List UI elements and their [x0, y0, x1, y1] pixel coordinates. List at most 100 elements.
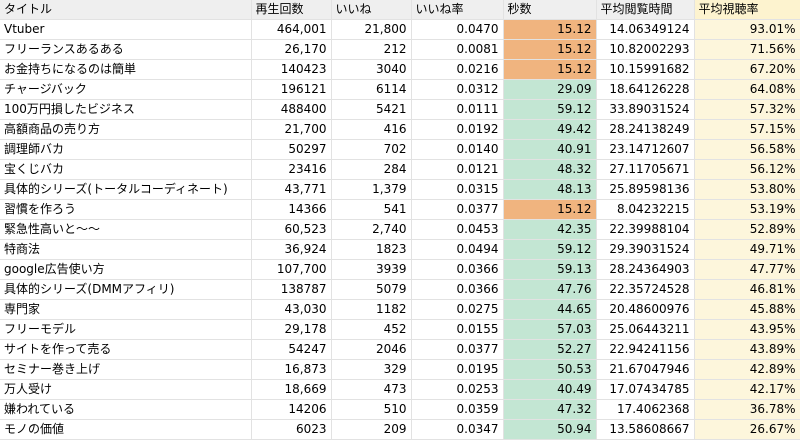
cell-views[interactable]: 54247	[251, 339, 332, 360]
header-avg-view-time[interactable]: 平均閲覧時間	[596, 0, 695, 20]
cell-avg-view-rate[interactable]: 93.01%	[694, 19, 800, 40]
cell-avg-view-rate[interactable]: 64.08%	[694, 79, 800, 100]
cell-like-rate[interactable]: 0.0275	[411, 299, 504, 320]
cell-seconds[interactable]: 40.91	[503, 139, 597, 160]
cell-avg-view-time[interactable]: 20.48600976	[596, 299, 695, 320]
cell-avg-view-rate[interactable]: 56.58%	[694, 139, 800, 160]
cell-avg-view-time[interactable]: 10.15991682	[596, 59, 695, 80]
cell-avg-view-rate[interactable]: 71.56%	[694, 39, 800, 60]
cell-avg-view-time[interactable]: 14.06349124	[596, 19, 695, 40]
cell-avg-view-time[interactable]: 28.24364903	[596, 259, 695, 280]
cell-avg-view-rate[interactable]: 53.19%	[694, 199, 800, 220]
cell-avg-view-time[interactable]: 21.67047946	[596, 359, 695, 380]
cell-avg-view-rate[interactable]: 57.15%	[694, 119, 800, 140]
cell-avg-view-time[interactable]: 28.24138249	[596, 119, 695, 140]
cell-seconds[interactable]: 40.49	[503, 379, 597, 400]
cell-views[interactable]: 6023	[251, 419, 332, 440]
cell-views[interactable]: 21,700	[251, 119, 332, 140]
cell-title[interactable]: Vtuber	[0, 19, 252, 40]
cell-avg-view-time[interactable]: 23.14712607	[596, 139, 695, 160]
cell-like-rate[interactable]: 0.0494	[411, 239, 504, 260]
cell-like-rate[interactable]: 0.0359	[411, 399, 504, 420]
cell-views[interactable]: 138787	[251, 279, 332, 300]
cell-views[interactable]: 36,924	[251, 239, 332, 260]
cell-likes[interactable]: 209	[331, 419, 412, 440]
cell-avg-view-time[interactable]: 17.07434785	[596, 379, 695, 400]
cell-title[interactable]: 高額商品の売り方	[0, 119, 252, 140]
cell-avg-view-time[interactable]: 18.64126228	[596, 79, 695, 100]
cell-avg-view-time[interactable]: 22.94241156	[596, 339, 695, 360]
header-like-rate[interactable]: いいね率	[411, 0, 504, 20]
cell-like-rate[interactable]: 0.0347	[411, 419, 504, 440]
cell-seconds[interactable]: 15.12	[503, 199, 597, 220]
cell-avg-view-rate[interactable]: 57.32%	[694, 99, 800, 120]
cell-like-rate[interactable]: 0.0470	[411, 19, 504, 40]
cell-avg-view-rate[interactable]: 26.67%	[694, 419, 800, 440]
cell-views[interactable]: 26,170	[251, 39, 332, 60]
cell-title[interactable]: セミナー巻き上げ	[0, 359, 252, 380]
cell-title[interactable]: 具体的シリーズ(DMMアフィリ)	[0, 279, 252, 300]
cell-seconds[interactable]: 50.53	[503, 359, 597, 380]
cell-likes[interactable]: 3939	[331, 259, 412, 280]
cell-like-rate[interactable]: 0.0216	[411, 59, 504, 80]
cell-likes[interactable]: 6114	[331, 79, 412, 100]
cell-seconds[interactable]: 49.42	[503, 119, 597, 140]
cell-avg-view-rate[interactable]: 43.89%	[694, 339, 800, 360]
cell-avg-view-time[interactable]: 22.39988104	[596, 219, 695, 240]
cell-title[interactable]: 嫌われている	[0, 399, 252, 420]
cell-likes[interactable]: 5421	[331, 99, 412, 120]
cell-title[interactable]: お金持ちになるのは簡単	[0, 59, 252, 80]
cell-avg-view-time[interactable]: 10.82002293	[596, 39, 695, 60]
cell-likes[interactable]: 416	[331, 119, 412, 140]
cell-like-rate[interactable]: 0.0366	[411, 259, 504, 280]
header-likes[interactable]: いいね	[331, 0, 412, 20]
cell-avg-view-time[interactable]: 25.89598136	[596, 179, 695, 200]
cell-like-rate[interactable]: 0.0192	[411, 119, 504, 140]
cell-seconds[interactable]: 48.32	[503, 159, 597, 180]
cell-title[interactable]: フリーランスあるある	[0, 39, 252, 60]
cell-likes[interactable]: 1182	[331, 299, 412, 320]
cell-like-rate[interactable]: 0.0453	[411, 219, 504, 240]
cell-likes[interactable]: 284	[331, 159, 412, 180]
cell-title[interactable]: 緊急性高いと〜〜	[0, 219, 252, 240]
cell-views[interactable]: 464,001	[251, 19, 332, 40]
cell-seconds[interactable]: 15.12	[503, 19, 597, 40]
cell-views[interactable]: 16,873	[251, 359, 332, 380]
cell-seconds[interactable]: 47.32	[503, 399, 597, 420]
cell-like-rate[interactable]: 0.0366	[411, 279, 504, 300]
cell-likes[interactable]: 3040	[331, 59, 412, 80]
cell-like-rate[interactable]: 0.0111	[411, 99, 504, 120]
cell-seconds[interactable]: 59.12	[503, 239, 597, 260]
cell-avg-view-time[interactable]: 22.35724528	[596, 279, 695, 300]
cell-avg-view-rate[interactable]: 45.88%	[694, 299, 800, 320]
cell-likes[interactable]: 541	[331, 199, 412, 220]
cell-title[interactable]: google広告使い方	[0, 259, 252, 280]
cell-avg-view-rate[interactable]: 53.80%	[694, 179, 800, 200]
cell-like-rate[interactable]: 0.0315	[411, 179, 504, 200]
cell-views[interactable]: 50297	[251, 139, 332, 160]
cell-views[interactable]: 140423	[251, 59, 332, 80]
cell-avg-view-rate[interactable]: 67.20%	[694, 59, 800, 80]
cell-views[interactable]: 60,523	[251, 219, 332, 240]
cell-likes[interactable]: 452	[331, 319, 412, 340]
cell-avg-view-time[interactable]: 29.39031524	[596, 239, 695, 260]
cell-likes[interactable]: 2,740	[331, 219, 412, 240]
cell-like-rate[interactable]: 0.0253	[411, 379, 504, 400]
cell-like-rate[interactable]: 0.0121	[411, 159, 504, 180]
cell-views[interactable]: 107,700	[251, 259, 332, 280]
cell-title[interactable]: 特商法	[0, 239, 252, 260]
cell-like-rate[interactable]: 0.0140	[411, 139, 504, 160]
cell-likes[interactable]: 5079	[331, 279, 412, 300]
cell-title[interactable]: 100万円損したビジネス	[0, 99, 252, 120]
cell-title[interactable]: サイトを作って売る	[0, 339, 252, 360]
cell-title[interactable]: フリーモデル	[0, 319, 252, 340]
cell-likes[interactable]: 329	[331, 359, 412, 380]
cell-avg-view-rate[interactable]: 52.89%	[694, 219, 800, 240]
cell-avg-view-rate[interactable]: 43.95%	[694, 319, 800, 340]
cell-avg-view-time[interactable]: 27.11705671	[596, 159, 695, 180]
cell-avg-view-time[interactable]: 13.58608667	[596, 419, 695, 440]
cell-avg-view-rate[interactable]: 42.89%	[694, 359, 800, 380]
cell-seconds[interactable]: 44.65	[503, 299, 597, 320]
cell-title[interactable]: 宝くじバカ	[0, 159, 252, 180]
cell-like-rate[interactable]: 0.0155	[411, 319, 504, 340]
